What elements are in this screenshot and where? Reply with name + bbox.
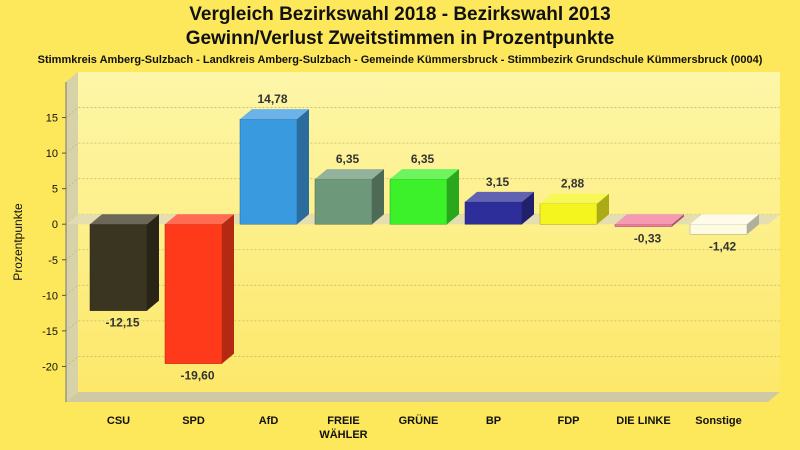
- gridline: [65, 284, 780, 296]
- bar-top: [390, 169, 459, 180]
- data-label: -1,42: [709, 239, 737, 253]
- bar-side: [372, 169, 384, 225]
- bar-grüne: [389, 169, 459, 225]
- plot-side-wall: [66, 72, 78, 402]
- plot-floor: [66, 392, 780, 402]
- bar-front: [239, 118, 298, 225]
- bar-top: [165, 214, 234, 225]
- bar-top: [315, 169, 384, 180]
- bar-front: [314, 178, 373, 225]
- x-tick-label: DIE LINKE: [616, 415, 670, 427]
- bar-top: [690, 214, 759, 225]
- bar-front: [539, 203, 598, 225]
- bar-top: [540, 193, 609, 204]
- bar-front: [689, 223, 748, 235]
- bar-side: [597, 193, 609, 225]
- data-label: 6,35: [411, 152, 435, 166]
- data-label: -19,60: [180, 369, 214, 383]
- bar-side: [447, 169, 459, 225]
- bar-top: [615, 214, 684, 225]
- x-tick-label: WÄHLER: [319, 428, 367, 441]
- bar-side: [222, 214, 234, 364]
- y-axis-title: Prozentpunkte: [11, 203, 25, 281]
- data-label: 6,35: [336, 152, 360, 166]
- x-tick-label: BP: [486, 415, 501, 427]
- gridline: [65, 142, 780, 154]
- bar-front: [164, 223, 223, 364]
- data-label: 3,15: [486, 175, 510, 189]
- chart-region-subtitle: Stimmkreis Amberg-Sulzbach - Landkreis A…: [37, 54, 763, 66]
- gridline: [65, 249, 780, 261]
- y-tick-label: -20: [42, 361, 58, 373]
- y-tick-label: 0: [52, 219, 58, 231]
- chart-title: Vergleich Bezirkswahl 2018 - Bezirkswahl…: [189, 4, 611, 25]
- bar-side: [672, 214, 684, 227]
- x-tick-label: CSU: [107, 415, 130, 427]
- y-tick-label: 10: [46, 148, 58, 160]
- bar-csu: [89, 214, 159, 311]
- bar-fdp: [539, 193, 609, 225]
- bar-sonstige: [689, 214, 759, 235]
- gridline: [65, 356, 780, 367]
- bar-front: [89, 223, 148, 311]
- bar-side: [522, 191, 534, 225]
- x-tick-label: AfD: [259, 415, 279, 427]
- x-tick-label: Sonstige: [695, 415, 741, 427]
- gridline: [65, 107, 780, 118]
- bar-top: [240, 109, 309, 120]
- gridline: [65, 178, 780, 189]
- data-label: 14,78: [257, 92, 287, 106]
- bar-side: [297, 109, 309, 225]
- bar-afd: [239, 109, 309, 225]
- chart-subtitle: Gewinn/Verlust Zweitstimmen in Prozentpu…: [185, 28, 615, 49]
- x-tick-label: FREIE: [327, 415, 359, 427]
- bar-top: [465, 191, 534, 202]
- x-tick-label: SPD: [182, 415, 205, 427]
- data-label: 2,88: [561, 177, 585, 191]
- x-tick-label: FDP: [558, 415, 580, 427]
- bar-freie-wähler: [314, 169, 384, 225]
- y-tick-label: -15: [42, 326, 58, 338]
- y-tick-label: -10: [42, 290, 58, 302]
- y-tick-label: 5: [52, 184, 58, 196]
- gridline: [65, 320, 780, 332]
- data-label: -0,33: [634, 232, 662, 246]
- bar-front: [389, 178, 448, 225]
- bar-spd: [164, 214, 234, 364]
- y-tick-label: 15: [46, 113, 58, 125]
- bar-front: [464, 201, 523, 225]
- bar-side: [147, 214, 159, 311]
- bar-front: [614, 223, 673, 227]
- y-tick-label: -5: [48, 255, 58, 267]
- bar-bp: [464, 191, 534, 225]
- bar-die-linke: [614, 214, 684, 227]
- x-tick-label: GRÜNE: [399, 414, 439, 427]
- data-label: -12,15: [105, 316, 139, 330]
- bar-top: [90, 214, 159, 225]
- bar-side: [747, 214, 759, 235]
